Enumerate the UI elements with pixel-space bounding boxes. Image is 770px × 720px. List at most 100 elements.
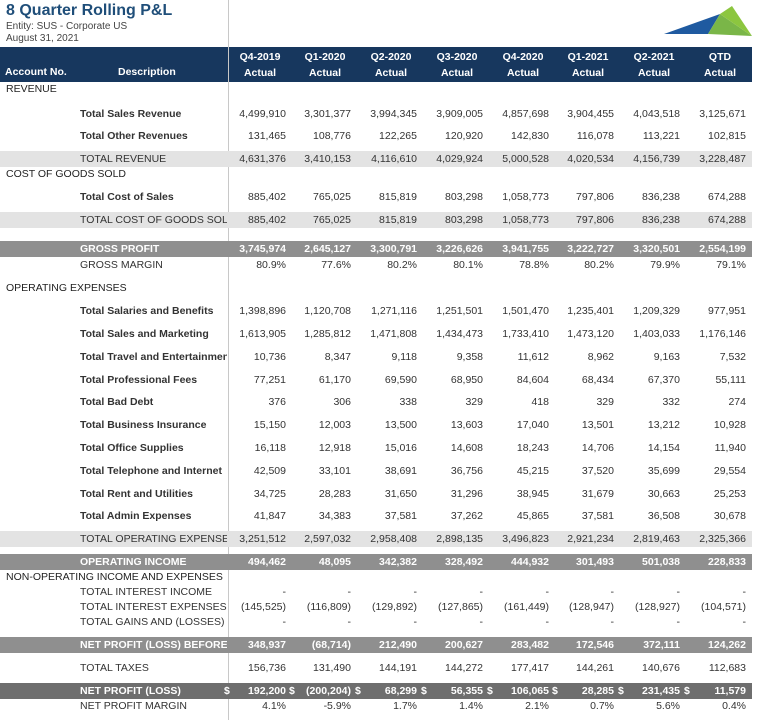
value-cell: -: [610, 616, 615, 628]
value-cell: 38,945: [516, 488, 549, 500]
value-cell: 3,909,005: [436, 108, 483, 120]
value-cell: 803,298: [445, 191, 483, 203]
report-date: August 31, 2021: [6, 33, 79, 44]
value-cell: 2.1%: [525, 700, 549, 712]
value-cell: 1,285,812: [304, 328, 351, 340]
value-cell: 131,490: [313, 662, 351, 674]
value-cell: 17,040: [516, 419, 549, 431]
value-cell: (129,892): [372, 601, 417, 613]
header-band: [0, 47, 752, 82]
value-cell: (128,947): [569, 601, 614, 613]
value-cell: -5.9%: [323, 700, 351, 712]
value-cell: 328,492: [445, 556, 483, 568]
value-cell: 815,819: [379, 214, 417, 226]
value-cell: 200,627: [445, 639, 483, 651]
row-label: Total Sales and Marketing: [80, 328, 209, 340]
value-cell: 69,590: [384, 374, 417, 386]
value-cell: 28,285: [581, 685, 614, 697]
value-cell: 172,546: [576, 639, 614, 651]
value-cell: -: [545, 586, 550, 598]
value-cell: (68,714): [311, 639, 351, 651]
value-cell: 31,296: [450, 488, 483, 500]
value-cell: 10,928: [713, 419, 746, 431]
value-cell: 28,283: [318, 488, 351, 500]
row-label: NET PROFIT (LOSS): [80, 685, 181, 697]
currency-sign: $: [487, 685, 493, 697]
value-cell: 2,645,127: [304, 243, 351, 255]
value-cell: 4,857,698: [502, 108, 549, 120]
value-cell: 3,904,455: [567, 108, 614, 120]
value-cell: 306: [333, 396, 351, 408]
value-cell: 30,678: [713, 510, 746, 522]
value-cell: 34,383: [318, 510, 351, 522]
currency-sign: $: [618, 685, 624, 697]
row-label: Total Professional Fees: [80, 374, 198, 386]
value-cell: 3,410,153: [304, 153, 351, 165]
value-cell: 231,435: [642, 685, 680, 697]
value-cell: 1,434,473: [436, 328, 483, 340]
value-cell: 79.9%: [650, 259, 680, 271]
value-cell: 885,402: [248, 214, 286, 226]
value-cell: 11,612: [517, 351, 549, 363]
value-cell: -: [742, 616, 747, 628]
value-cell: 4,116,610: [371, 153, 417, 165]
row-band: [0, 151, 752, 167]
value-cell: 25,253: [713, 488, 746, 500]
value-cell: 68,950: [450, 374, 483, 386]
value-cell: 1,501,470: [502, 305, 549, 317]
value-cell: 84,604: [516, 374, 549, 386]
value-cell: 803,298: [445, 214, 483, 226]
value-cell: 977,951: [708, 305, 746, 317]
value-cell: 4,043,518: [633, 108, 680, 120]
value-cell: 14,608: [450, 442, 483, 454]
period-header: Q1-2020: [304, 51, 346, 63]
value-cell: 67,370: [647, 374, 680, 386]
value-cell: 1,271,116: [371, 305, 417, 317]
currency-sign: $: [684, 685, 690, 697]
value-cell: 140,676: [642, 662, 680, 674]
value-cell: 5.6%: [656, 700, 680, 712]
value-cell: 102,815: [708, 130, 746, 142]
currency-sign: $: [289, 685, 295, 697]
value-cell: 494,462: [248, 556, 286, 568]
basis-header: Actual: [571, 67, 605, 79]
value-cell: 4,020,534: [567, 153, 614, 165]
value-cell: 3,125,671: [699, 108, 746, 120]
value-cell: 13,212: [647, 419, 680, 431]
value-cell: 1,251,501: [436, 305, 483, 317]
value-cell: -: [413, 586, 418, 598]
value-cell: 444,932: [511, 556, 549, 568]
row-label: TOTAL GAINS AND (LOSSES): [80, 616, 225, 628]
basis-header: Actual: [440, 67, 474, 79]
value-cell: 4,631,376: [239, 153, 286, 165]
value-cell: (200,204): [306, 685, 351, 697]
value-cell: 3,320,501: [633, 243, 680, 255]
basis-header: Actual: [243, 67, 277, 79]
value-cell: (127,865): [438, 601, 483, 613]
row-label: Total Business Insurance: [80, 419, 207, 431]
value-cell: 1,058,773: [502, 214, 549, 226]
row-label: Total Admin Expenses: [80, 510, 192, 522]
value-cell: 2,921,234: [567, 533, 614, 545]
value-cell: -: [347, 586, 352, 598]
value-cell: -: [479, 586, 484, 598]
section-heading: OPERATING EXPENSES: [6, 282, 127, 294]
basis-header: Actual: [308, 67, 342, 79]
value-cell: -: [282, 616, 287, 628]
value-cell: 124,262: [708, 639, 746, 651]
basis-header: Actual: [506, 67, 540, 79]
value-cell: 68,434: [581, 374, 614, 386]
account-header: Account No.: [5, 66, 67, 78]
row-label: Total Bad Debt: [80, 396, 154, 408]
value-cell: 3,300,791: [370, 243, 417, 255]
row-label: TOTAL REVENUE: [80, 153, 167, 165]
value-cell: 36,756: [450, 465, 483, 477]
value-cell: 38,691: [384, 465, 417, 477]
value-cell: 18,243: [516, 442, 549, 454]
value-cell: 45,865: [516, 510, 549, 522]
value-cell: 112,683: [708, 662, 746, 674]
row-label: Total Sales Revenue: [80, 108, 182, 120]
value-cell: 1.7%: [393, 700, 417, 712]
value-cell: 3,941,755: [502, 243, 549, 255]
